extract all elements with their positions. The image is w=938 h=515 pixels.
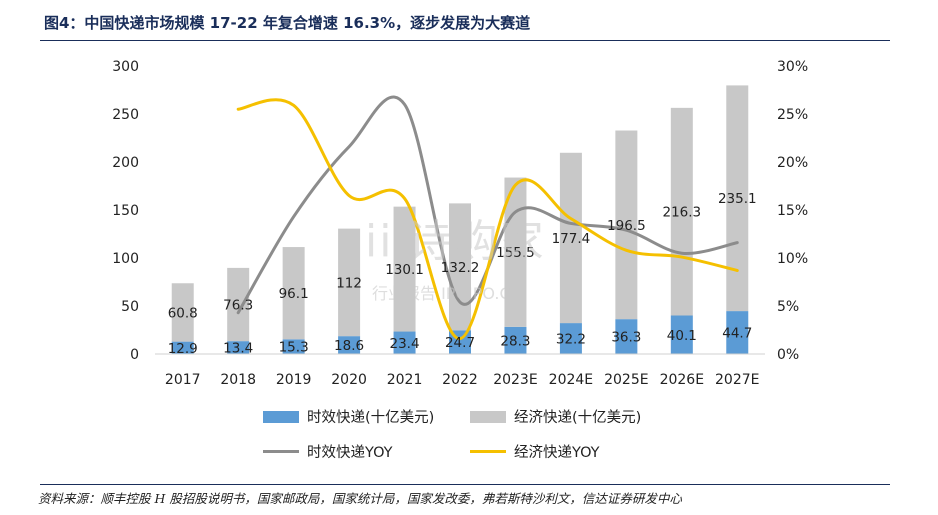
legend-label-economy: 经济快递(十亿美元) bbox=[514, 410, 642, 426]
bar-express bbox=[726, 311, 749, 354]
bar-express bbox=[338, 336, 361, 354]
legend-swatch-express bbox=[263, 410, 299, 423]
source-note: 资料来源：顺丰控股 H 股招股说明书，国家邮政局，国家统计局，国家发改委，弗若斯… bbox=[38, 491, 682, 506]
data-label-express: 24.7 bbox=[445, 335, 475, 351]
bar-express bbox=[393, 331, 416, 354]
bar-economy bbox=[338, 228, 361, 337]
legend-item-express-yoy: 时效快递YOY bbox=[263, 441, 393, 462]
y-left-tick-label: 250 bbox=[112, 107, 139, 123]
figure-title: 图4：中国快递市场规模 17-22 年复合增速 16.3%，逐步发展为大赛道 bbox=[44, 14, 531, 32]
line-express-yoy bbox=[236, 95, 739, 315]
bar-economy bbox=[449, 203, 471, 331]
bar-express bbox=[171, 341, 194, 354]
legend-label-express: 时效快递(十亿美元) bbox=[307, 410, 435, 426]
legend-item-economy-bar: 经济快递(十亿美元) bbox=[470, 406, 641, 427]
y-left-tick-label: 100 bbox=[112, 251, 139, 267]
legend-item-economy-yoy: 经济快递YOY bbox=[470, 441, 600, 462]
data-label-economy: 235.1 bbox=[718, 191, 757, 207]
legend-swatch-express-yoy bbox=[263, 450, 299, 453]
watermark-sub: 行业报告 IPOIPO.CN bbox=[372, 284, 523, 303]
y-left-tick-label: 50 bbox=[121, 299, 139, 315]
y-right-tick-label: 5% bbox=[777, 299, 799, 315]
legend-item-express-bar: 时效快递(十亿美元) bbox=[263, 406, 434, 427]
data-label-economy: 96.1 bbox=[279, 286, 309, 302]
y-left-tick-label: 0 bbox=[130, 347, 139, 363]
y-left-tick-label: 200 bbox=[112, 155, 139, 171]
data-label-economy: 196.5 bbox=[607, 218, 646, 234]
x-tick-label: 2027E bbox=[715, 372, 759, 388]
x-tick-label: 2025E bbox=[604, 372, 648, 388]
data-label-express: 23.4 bbox=[390, 336, 420, 352]
legend-label-economy-yoy: 经济快递YOY bbox=[514, 445, 600, 461]
bar-express bbox=[227, 341, 250, 354]
legend-swatch-economy bbox=[470, 410, 506, 423]
bar-express bbox=[615, 319, 638, 354]
y-left-tick-label: 150 bbox=[112, 203, 139, 219]
data-label-economy: 177.4 bbox=[552, 231, 591, 247]
data-label-economy: 155.5 bbox=[496, 245, 535, 261]
data-label-economy: 76.3 bbox=[223, 298, 253, 314]
y-right-tick-label: 30% bbox=[777, 59, 808, 75]
x-tick-label: 2022 bbox=[442, 372, 478, 388]
data-label-express: 40.1 bbox=[667, 328, 697, 344]
bar-express bbox=[670, 315, 693, 354]
y-right-tick-label: 0% bbox=[777, 347, 799, 363]
data-label-economy: 112 bbox=[336, 275, 362, 291]
x-tick-label: 2019 bbox=[276, 372, 312, 388]
data-label-express: 15.3 bbox=[279, 340, 309, 356]
watermark-main: iii诗购家 bbox=[365, 216, 546, 267]
bar-economy bbox=[726, 85, 749, 312]
data-label-express: 36.3 bbox=[611, 330, 641, 346]
bar-economy bbox=[393, 206, 416, 332]
bar-express bbox=[282, 339, 305, 354]
bar-economy bbox=[227, 267, 250, 342]
data-label-express: 44.7 bbox=[722, 326, 752, 342]
y-right-tick-label: 15% bbox=[777, 203, 808, 219]
y-right-tick-label: 10% bbox=[777, 251, 808, 267]
y-right-tick-label: 25% bbox=[777, 107, 808, 123]
data-label-economy: 130.1 bbox=[385, 262, 424, 278]
bar-express bbox=[559, 323, 582, 354]
x-tick-label: 2020 bbox=[331, 372, 367, 388]
bar-express bbox=[504, 326, 527, 354]
title-rule bbox=[40, 40, 890, 41]
data-label-economy: 132.2 bbox=[441, 260, 480, 276]
source-rule bbox=[40, 484, 890, 485]
data-label-economy: 60.8 bbox=[168, 305, 198, 321]
x-tick-label: 2021 bbox=[387, 372, 423, 388]
line-economy-yoy bbox=[236, 98, 739, 341]
y-left-tick-label: 300 bbox=[112, 59, 139, 75]
y-right-tick-label: 20% bbox=[777, 155, 808, 171]
data-label-express: 18.6 bbox=[334, 338, 364, 354]
legend-label-express-yoy: 时效快递YOY bbox=[307, 445, 393, 461]
x-tick-label: 2018 bbox=[220, 372, 256, 388]
bar-economy bbox=[559, 152, 582, 324]
bar-economy bbox=[670, 107, 693, 316]
data-label-economy: 216.3 bbox=[662, 205, 701, 221]
legend-swatch-economy-yoy bbox=[470, 450, 506, 453]
x-tick-label: 2024E bbox=[549, 372, 593, 388]
data-label-express: 28.3 bbox=[500, 333, 530, 349]
bar-economy bbox=[615, 130, 638, 320]
x-tick-label: 2023E bbox=[493, 372, 537, 388]
data-label-express: 32.2 bbox=[556, 332, 586, 348]
bar-economy bbox=[282, 247, 305, 340]
x-tick-label: 2026E bbox=[660, 372, 704, 388]
bar-economy bbox=[504, 177, 527, 327]
bar-economy bbox=[171, 283, 194, 342]
data-label-express: 12.9 bbox=[168, 341, 198, 357]
x-tick-label: 2017 bbox=[165, 372, 201, 388]
data-label-express: 13.4 bbox=[223, 341, 253, 357]
